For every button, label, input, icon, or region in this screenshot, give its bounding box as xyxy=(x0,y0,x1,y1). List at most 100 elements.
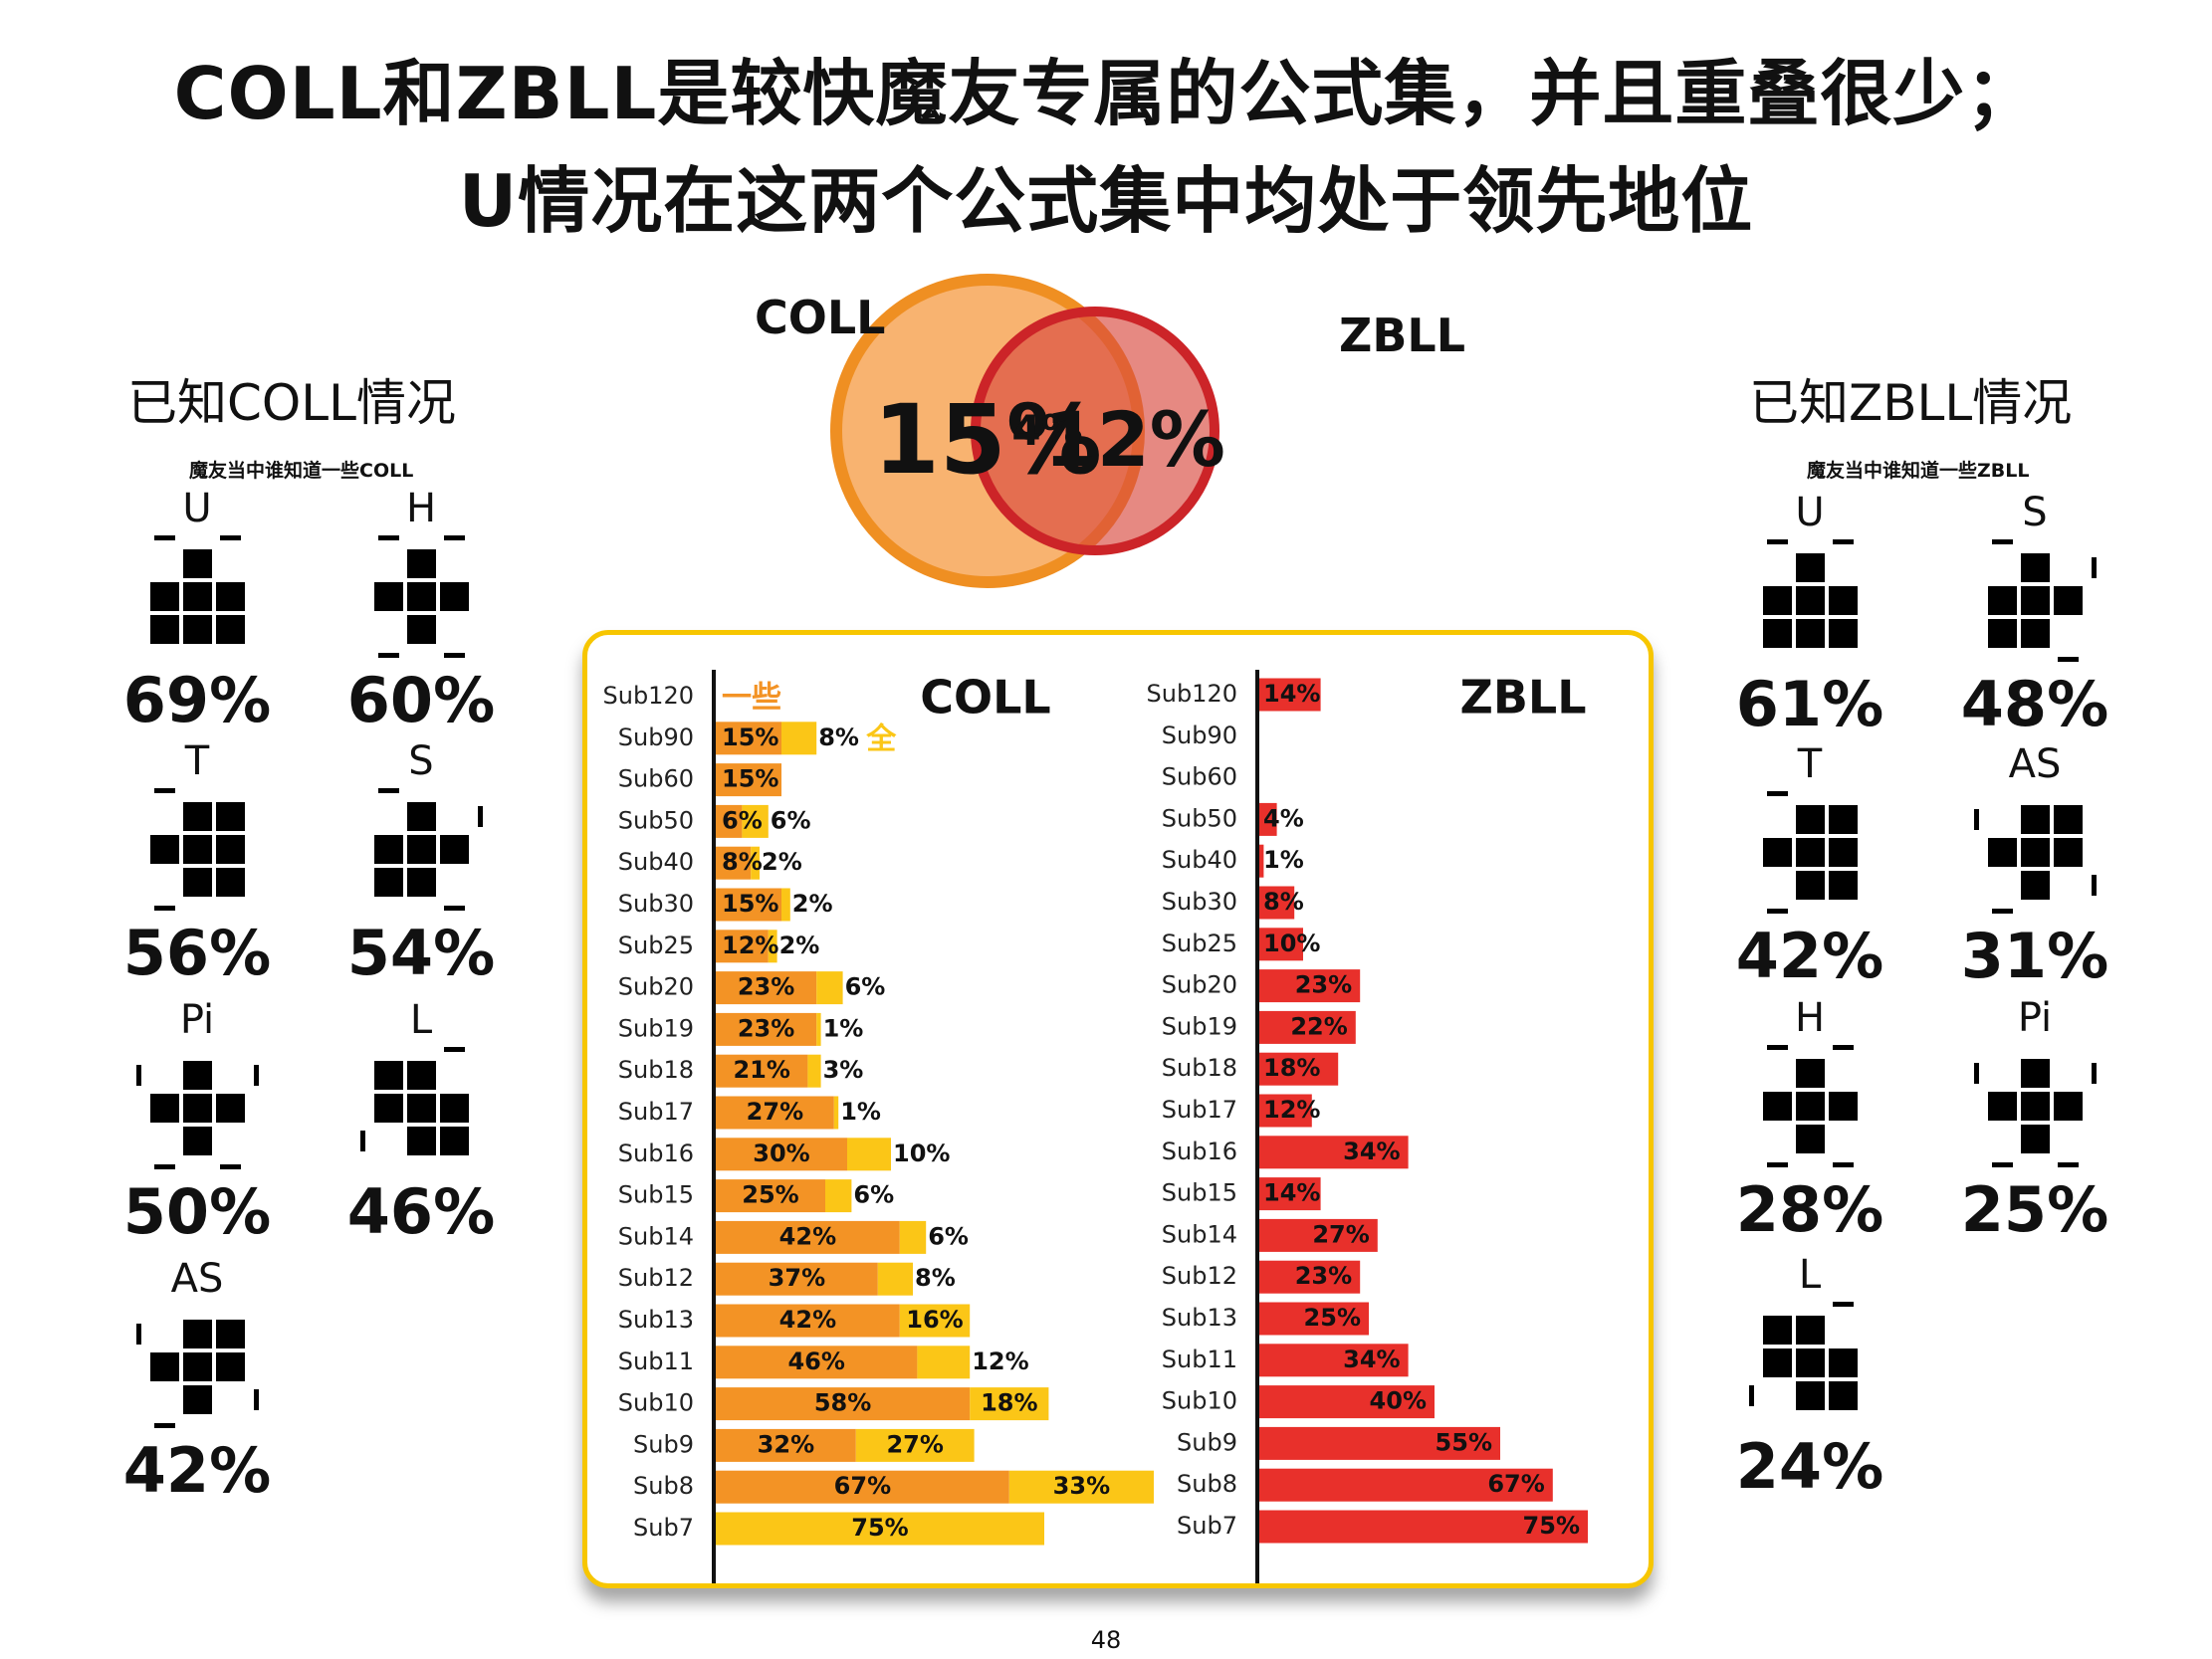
coll-case-h: H 60% xyxy=(341,486,501,735)
coll-data-label-some: 21% xyxy=(733,1056,789,1084)
zbll-data-label: 14% xyxy=(1263,680,1320,708)
zbll-bar xyxy=(1259,1426,1500,1460)
coll-bar-some xyxy=(716,846,752,880)
zbll-case-t: T 42% xyxy=(1730,741,1889,991)
coll-data-label-full: 33% xyxy=(1053,1472,1110,1500)
coll-bar-some xyxy=(716,1179,825,1213)
case-percent: 54% xyxy=(346,917,496,989)
zbll-category-label: Sub90 xyxy=(1162,722,1237,749)
coll-bar-some xyxy=(716,1428,856,1462)
zbll-data-label: 75% xyxy=(1523,1512,1580,1540)
coll-category-label: Sub20 xyxy=(618,973,694,1001)
case-percent: 60% xyxy=(346,664,496,736)
coll-data-label-some: 25% xyxy=(742,1181,798,1209)
coll-category-label: Sub40 xyxy=(618,848,694,876)
coll-bar-some xyxy=(716,888,781,922)
coll-bar-full xyxy=(816,1012,821,1046)
zbll-category-label: Sub14 xyxy=(1162,1220,1237,1248)
coll-case-t: T 56% xyxy=(117,738,277,988)
coll-bar-full xyxy=(833,1096,839,1130)
coll-data-label-some: 12% xyxy=(722,932,778,959)
coll-data-label-some: 58% xyxy=(814,1389,871,1417)
page-title-line-1: COLL和ZBLL是较快魔友专属的公式集，并且重叠很少； xyxy=(173,52,2039,135)
coll-data-label-some: 42% xyxy=(779,1306,836,1334)
case-name: T xyxy=(184,738,210,784)
coll-bar-some xyxy=(716,1387,971,1421)
coll-section-subtitle: 魔友当中谁知道一些COLL xyxy=(189,460,414,482)
zbll-data-label: 1% xyxy=(1263,846,1304,874)
zbll-category-label: Sub19 xyxy=(1162,1012,1237,1040)
case-percent: 28% xyxy=(1735,1173,1884,1246)
zbll-bar xyxy=(1259,1302,1369,1336)
coll-legend-full: 全 xyxy=(865,722,897,756)
coll-data-label-full: 27% xyxy=(886,1430,943,1458)
zbll-data-label: 34% xyxy=(1343,1346,1400,1373)
case-name: L xyxy=(1798,1252,1822,1298)
coll-bar-some xyxy=(716,971,817,1005)
u-case-icon xyxy=(149,535,245,644)
coll-data-label-full: 10% xyxy=(893,1140,950,1167)
zbll-bar xyxy=(1259,1510,1588,1544)
zbll-data-label: 10% xyxy=(1263,930,1320,957)
zbll-category-label: Sub18 xyxy=(1162,1054,1237,1082)
venn-coll-label: COLL xyxy=(755,291,886,344)
zbll-category-label: Sub8 xyxy=(1177,1470,1237,1498)
coll-bar-full xyxy=(917,1346,971,1379)
coll-category-label: Sub7 xyxy=(633,1514,694,1542)
coll-data-label-full: 1% xyxy=(840,1098,881,1126)
coll-data-label-full: 6% xyxy=(928,1222,969,1250)
coll-category-label: Sub120 xyxy=(603,682,695,710)
zbll-section-subtitle: 魔友当中谁知道一些ZBLL xyxy=(1807,460,2030,482)
coll-bar-full xyxy=(899,1304,971,1338)
coll-data-label-full: 8% xyxy=(915,1264,956,1292)
coll-category-label: Sub10 xyxy=(618,1389,694,1417)
coll-case-u: U 69% xyxy=(117,486,277,735)
coll-category-label: Sub14 xyxy=(618,1222,694,1250)
coll-bar-some xyxy=(716,930,769,963)
coll-category-label: Sub18 xyxy=(618,1056,694,1084)
coll-data-label-full: 2% xyxy=(779,932,820,959)
l-case-icon xyxy=(1748,1302,1858,1410)
case-name: S xyxy=(2022,490,2048,535)
coll-data-label-full: 18% xyxy=(981,1389,1037,1417)
coll-legend-some: 一些 xyxy=(722,681,781,716)
coll-category-label: Sub8 xyxy=(633,1472,694,1500)
zbll-bar xyxy=(1259,1177,1321,1211)
zbll-bar xyxy=(1259,1260,1361,1294)
zbll-category-label: Sub11 xyxy=(1162,1346,1237,1373)
coll-data-label-full: 1% xyxy=(823,1014,864,1042)
coll-bar-some xyxy=(716,722,781,755)
coll-bar-full xyxy=(807,1054,821,1088)
coll-bar-some xyxy=(716,763,781,797)
case-percent: 25% xyxy=(1960,1173,2109,1246)
case-name: H xyxy=(1794,995,1826,1041)
coll-bar-some xyxy=(716,1138,847,1171)
case-name: L xyxy=(409,997,433,1043)
zbll-category-label: Sub9 xyxy=(1177,1428,1237,1456)
zbll-case-as: AS 31% xyxy=(1955,741,2114,991)
zbll-case-l: L 24% xyxy=(1730,1252,1889,1502)
zbll-data-label: 4% xyxy=(1263,804,1304,832)
venn-coll-only-value: 15% xyxy=(873,384,1102,496)
coll-data-label-full: 6% xyxy=(771,806,811,834)
zbll-category-label: Sub10 xyxy=(1162,1387,1237,1415)
coll-data-label-some: 30% xyxy=(753,1140,809,1167)
case-percent: 46% xyxy=(346,1175,496,1248)
coll-bar-some xyxy=(716,1220,900,1254)
zbll-data-label: 34% xyxy=(1343,1138,1400,1165)
coll-category-label: Sub13 xyxy=(618,1306,694,1334)
h-case-icon xyxy=(373,535,469,658)
zbll-data-label: 27% xyxy=(1312,1220,1369,1248)
zbll-bar xyxy=(1259,928,1303,961)
u-case-icon xyxy=(1762,539,1858,648)
coll-bar-full xyxy=(781,888,790,922)
case-percent: 56% xyxy=(122,917,272,989)
coll-bar-full xyxy=(716,1512,1044,1546)
zbll-category-label: Sub60 xyxy=(1162,763,1237,791)
coll-case-l: L 46% xyxy=(341,997,501,1247)
coll-category-label: Sub11 xyxy=(618,1348,694,1375)
coll-bar-full xyxy=(877,1262,913,1296)
case-percent: 48% xyxy=(1960,668,2109,740)
coll-category-label: Sub50 xyxy=(618,806,694,834)
coll-case-as: AS 42% xyxy=(117,1256,277,1506)
